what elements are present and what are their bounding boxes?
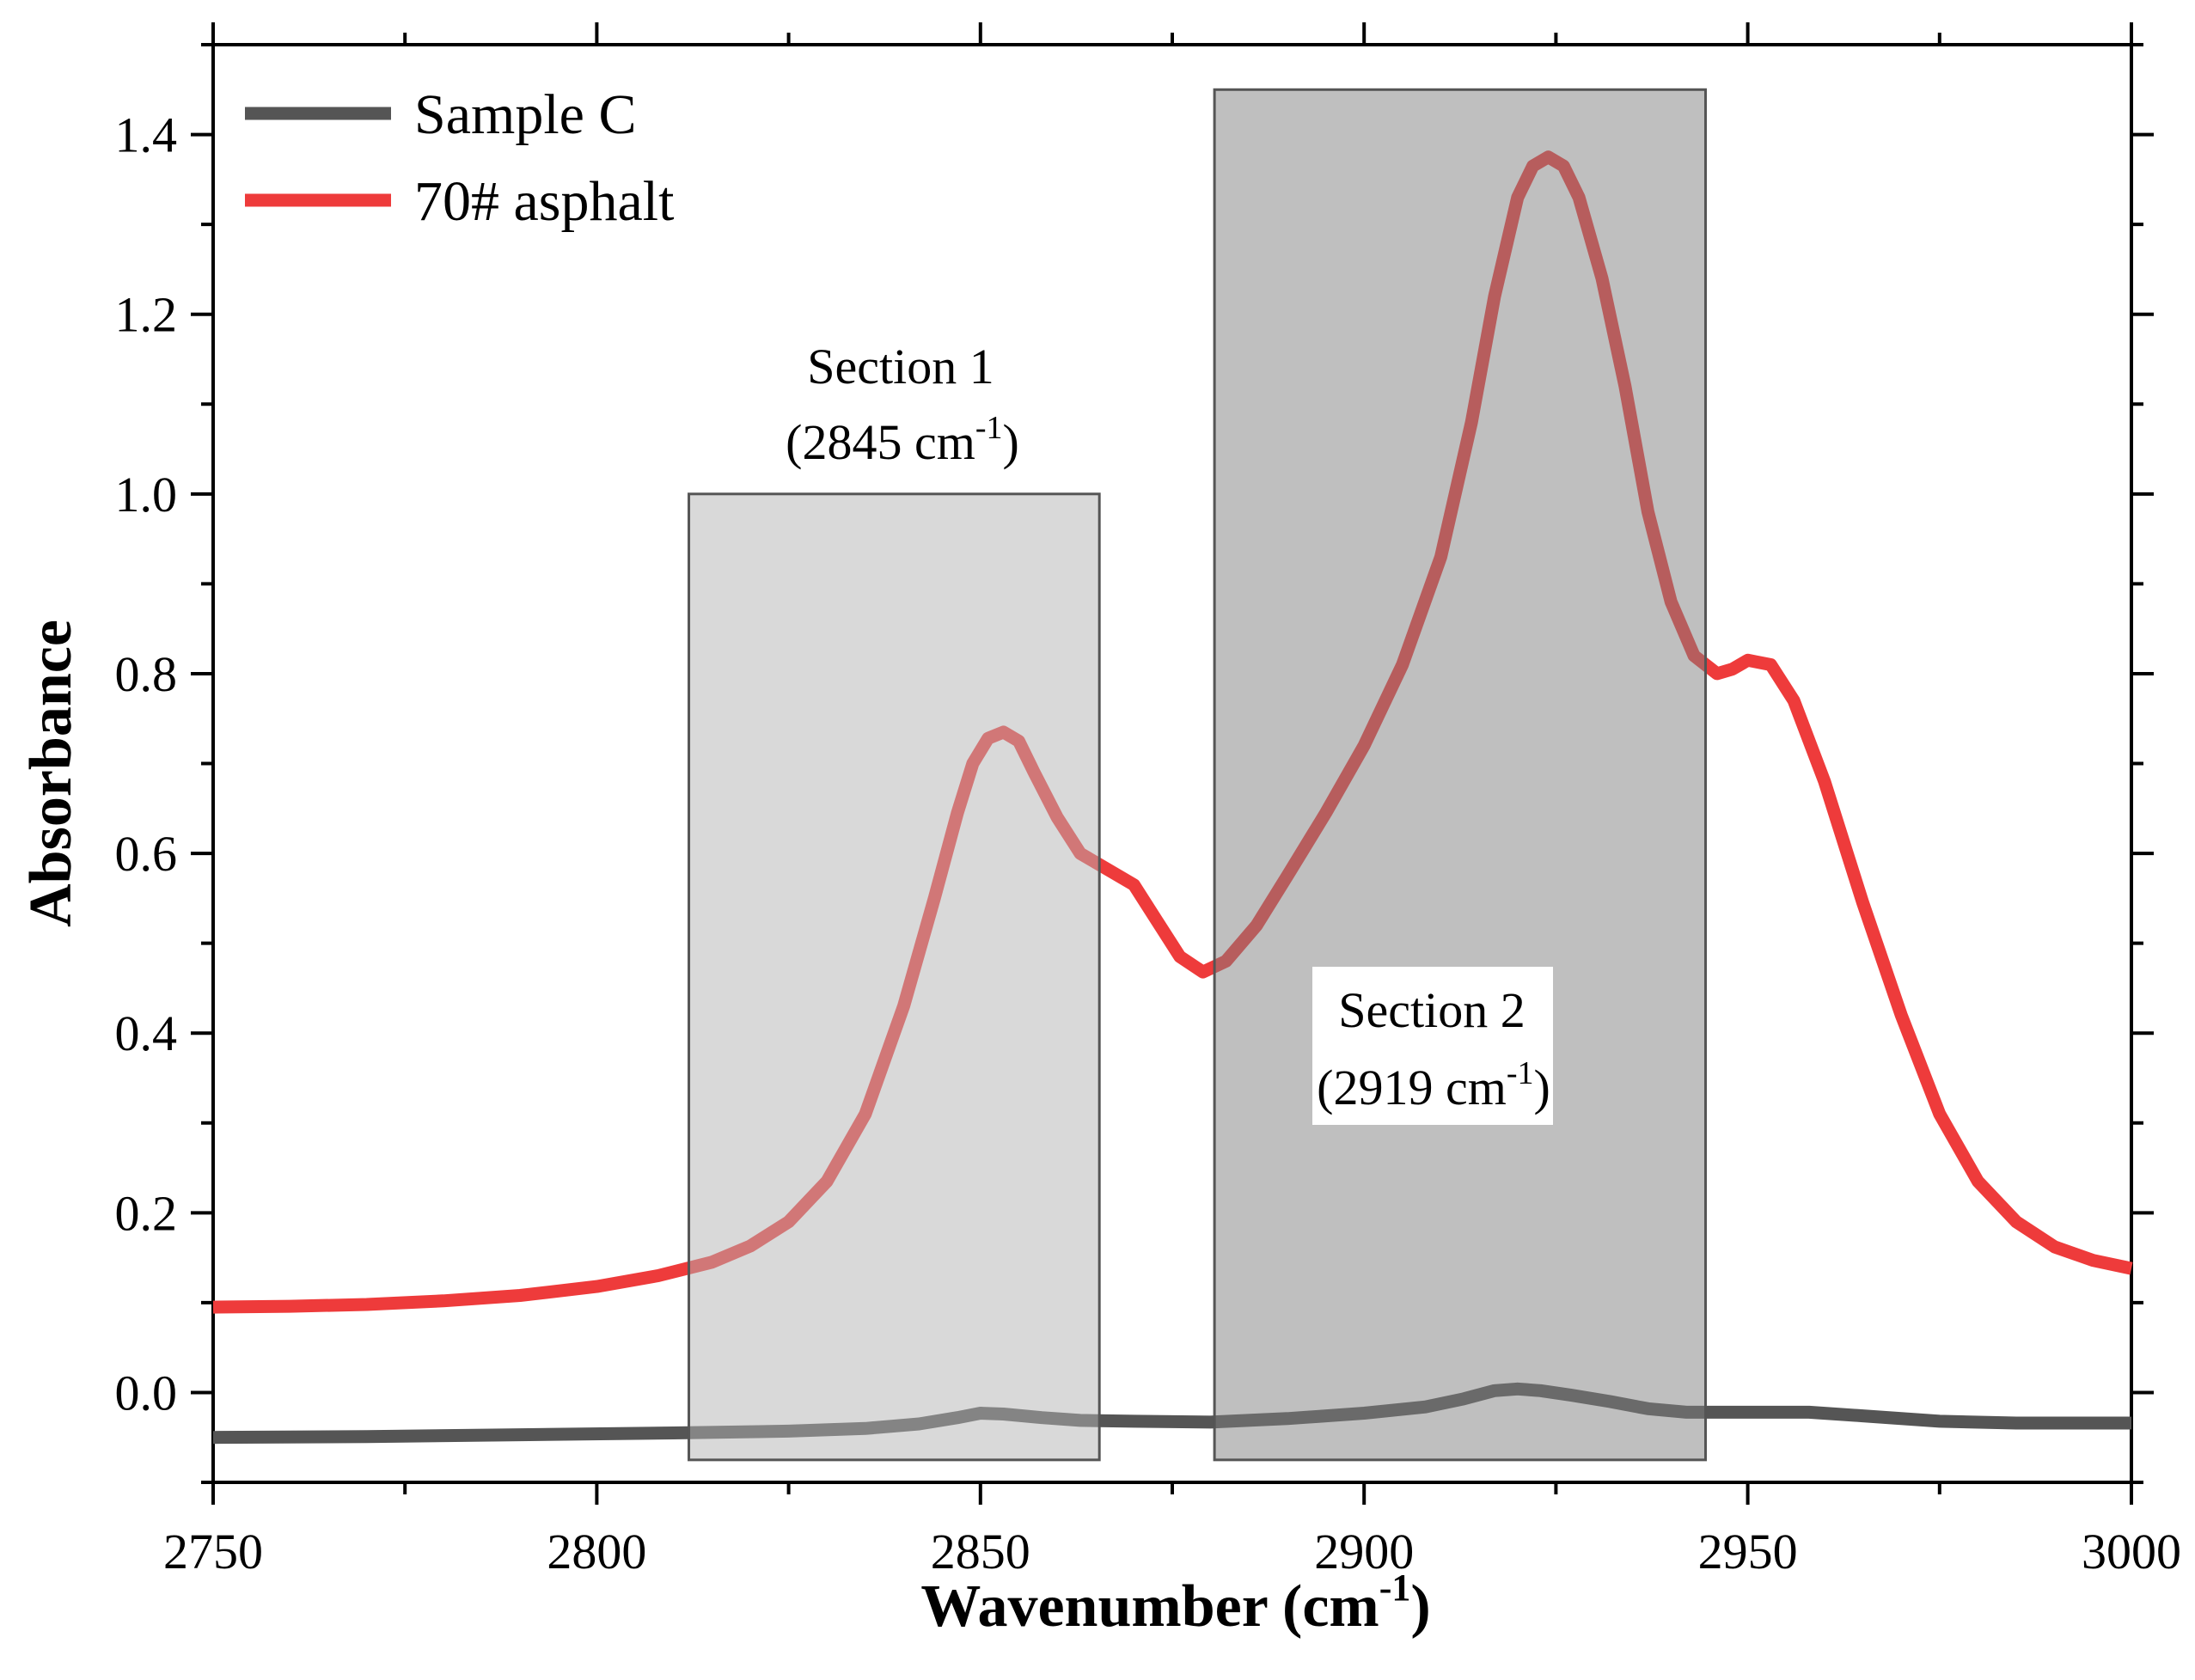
region-label-section-1: Section 1 (2845 cm-1) [786,339,1019,470]
axis-ticks: 2750 2800 2850 2900 2950 3000 0.0 0.2 0.4 0.6 0.8 1… [115,22,2181,1579]
region-wavenumber: (2919 cm-1) [1317,1055,1550,1115]
y-axis-label: Absorbance [18,620,84,927]
shaded-region-section-2 [1213,88,1707,1462]
x-tick-label: 2750 [163,1524,263,1579]
y-tick-label: 1.4 [115,107,178,163]
x-tick-label: 3000 [2082,1524,2181,1579]
series-line-70-asphalt [212,150,2133,1314]
shaded-region-section-1 [688,492,1101,1462]
region-wavenumber: (2845 cm-1) [786,410,1019,470]
region-label-section-2: Section 2 (2919 cm-1) [1312,967,1553,1125]
x-tick-label: 2850 [931,1524,1030,1579]
region-labels: Section 1 (2845 cm-1) Section 2 (2919 cm-1) [786,339,1553,1125]
legend-label-70-asphalt: 70# asphalt [414,170,674,233]
y-tick-label: 0.4 [115,1005,178,1061]
plot-area [211,43,2133,1484]
x-tick-label: 2950 [1698,1524,1798,1579]
data-series [212,150,2133,1445]
x-tick-label: 2900 [1314,1524,1414,1579]
legend: Sample C 70# asphalt [245,83,674,233]
y-tick-label: 0.0 [115,1365,178,1420]
shaded-regions [688,88,1707,1462]
x-axis-label: Wavenumber (cm-1) [920,1567,1430,1640]
series-line-sample-c [212,1382,2131,1445]
y-tick-label: 1.0 [115,467,178,522]
y-tick-label: 0.2 [115,1185,178,1241]
region-label-background [1312,967,1553,1125]
region-title: Section 1 [807,339,994,394]
legend-label-sample-c: Sample C [414,83,637,146]
x-tick-label: 2800 [547,1524,646,1579]
y-tick-label: 1.2 [115,287,178,343]
y-tick-label: 0.8 [115,646,178,702]
region-title: Section 2 [1338,982,1525,1038]
y-tick-label: 0.6 [115,826,178,882]
